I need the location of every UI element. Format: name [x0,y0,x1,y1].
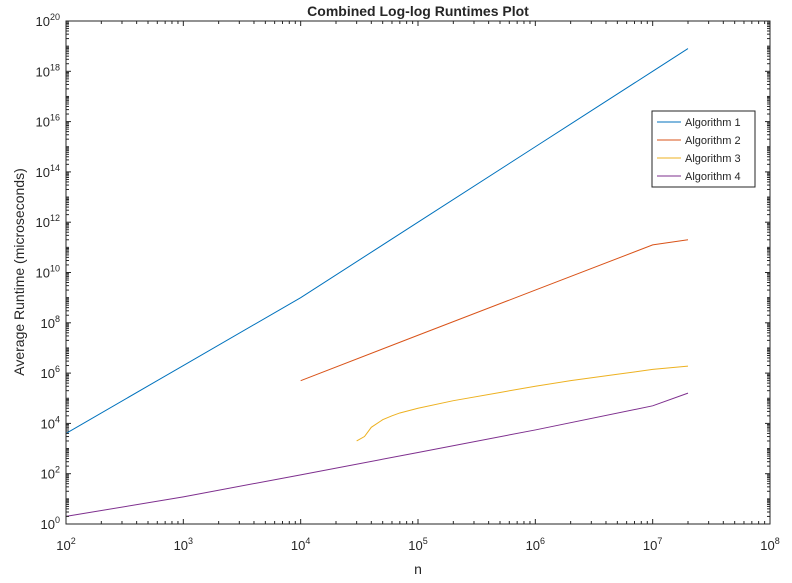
y-tick-base: 10 [41,467,55,482]
y-tick-exponent: 4 [55,414,60,424]
legend: Algorithm 1 Algorithm 2 Algorithm 3 Algorit… [651,110,756,188]
x-tick-label: 108 [760,536,779,553]
chart-title: Combined Log-log Runtimes Plot [307,3,529,19]
y-axis-label: Average Runtime (microseconds) [11,168,27,376]
x-tick-exponent: 4 [305,536,310,546]
y-tick-label: 100 [41,515,60,532]
ticks-layer: 102 103 104 105 106 107 1081001021041061081010… [36,12,780,553]
x-tick-base: 10 [408,538,422,553]
y-tick-base: 10 [36,115,50,130]
x-tick-base: 10 [174,538,188,553]
legend-label-3: Algorithm 3 [685,153,741,165]
y-tick-base: 10 [36,64,50,79]
x-tick-exponent: 2 [71,536,76,546]
y-tick-base: 10 [36,14,50,29]
x-tick-label: 105 [408,536,427,553]
x-tick-exponent: 7 [657,536,662,546]
y-tick-label: 1018 [36,62,60,79]
x-tick-label: 106 [526,536,545,553]
series-line-3 [356,365,689,442]
y-tick-base: 10 [36,165,50,180]
x-tick-base: 10 [56,538,70,553]
legend-label-2: Algorithm 2 [685,135,741,147]
x-tick-label: 103 [174,536,193,553]
x-tick-exponent: 3 [188,536,193,546]
y-tick-base: 10 [41,517,55,532]
y-tick-exponent: 2 [55,465,60,475]
y-tick-label: 1012 [36,213,60,230]
x-tick-base: 10 [643,538,657,553]
x-tick-exponent: 6 [540,536,545,546]
y-tick-exponent: 10 [50,264,60,274]
y-tick-base: 10 [41,316,55,331]
y-tick-label: 104 [41,414,60,431]
plot-background [66,21,770,524]
y-tick-exponent: 16 [50,113,60,123]
y-tick-label: 108 [41,314,60,331]
y-tick-exponent: 8 [55,314,60,324]
y-tick-exponent: 14 [50,163,60,173]
x-tick-exponent: 5 [423,536,428,546]
x-tick-base: 10 [291,538,305,553]
y-tick-label: 1020 [36,12,60,29]
y-tick-base: 10 [36,215,50,230]
x-axis-label: n [414,561,422,577]
x-tick-exponent: 8 [775,536,780,546]
x-tick-base: 10 [526,538,540,553]
series-line-4 [65,392,689,517]
x-tick-label: 104 [291,536,310,553]
y-tick-label: 102 [41,465,60,482]
y-tick-base: 10 [36,266,50,281]
legend-label-4: Algorithm 4 [685,171,741,183]
series-layer [65,48,689,517]
y-tick-label: 1014 [36,163,60,180]
y-tick-exponent: 0 [55,515,60,525]
x-tick-label: 107 [643,536,662,553]
y-tick-exponent: 6 [55,364,60,374]
y-tick-exponent: 18 [50,62,60,72]
x-tick-base: 10 [760,538,774,553]
legend-box [651,110,756,188]
y-tick-base: 10 [41,366,55,381]
y-tick-label: 1016 [36,113,60,130]
y-tick-label: 106 [41,364,60,381]
y-tick-exponent: 20 [50,12,60,22]
y-tick-base: 10 [41,416,55,431]
series-line-2 [300,239,689,382]
legend-label-1: Algorithm 1 [685,117,741,129]
y-tick-label: 1010 [36,264,60,281]
y-tick-exponent: 12 [50,213,60,223]
x-tick-label: 102 [56,536,75,553]
series-line-1 [65,48,689,434]
